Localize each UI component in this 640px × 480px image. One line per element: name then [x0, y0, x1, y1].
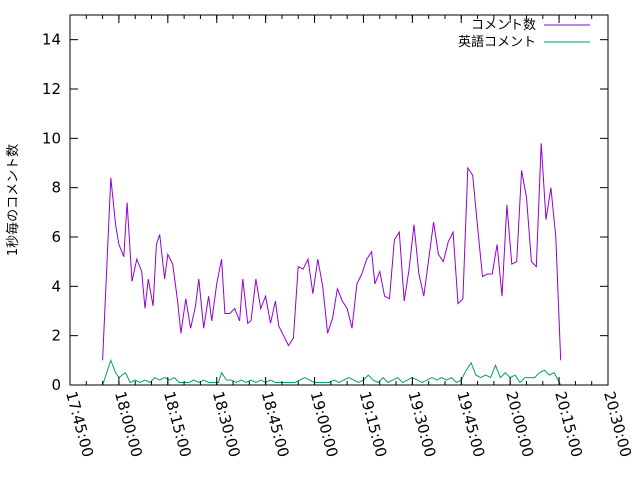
y-tick-label: 10: [42, 129, 61, 147]
y-tick-label: 2: [51, 327, 61, 345]
x-tick-label: 18:45:00: [258, 389, 293, 459]
series-layer: [102, 143, 562, 386]
x-tick-label: 18:15:00: [160, 389, 195, 459]
y-tick-label: 12: [42, 80, 61, 98]
x-tick-label: 18:30:00: [209, 389, 244, 459]
x-tick-label: 19:45:00: [453, 389, 488, 459]
legend-label-1: コメント数: [471, 18, 536, 33]
x-tick-label: 19:00:00: [307, 389, 342, 459]
x-tick-label: 20:00:00: [502, 389, 537, 459]
y-tick-label: 6: [51, 228, 61, 246]
x-tick-label: 19:15:00: [356, 389, 391, 459]
x-tick-label: 18:00:00: [111, 389, 146, 459]
y-tick-label: 8: [51, 179, 61, 197]
x-tick-label: 17:45:00: [62, 389, 97, 459]
y-tick-label: 0: [51, 376, 61, 394]
series-line-2: [102, 358, 562, 386]
ticks-layer: 0 2 4 6 8 10 12 14 17:45:00 18:00:00 18:15:00 18:30…: [42, 15, 635, 459]
y-tick-label: 14: [42, 31, 61, 49]
x-tick-label: 20:15:00: [551, 389, 586, 459]
y-tick-label: 4: [51, 277, 61, 295]
legend-label-2: 英語コメント: [458, 34, 536, 50]
x-tick-label: 19:30:00: [404, 389, 439, 459]
y-axis-title: 1秒毎のコメント数: [5, 144, 21, 256]
x-tick-label: 20:30:00: [600, 389, 635, 459]
plot-frame: [69, 14, 609, 386]
series-line-1: [102, 143, 562, 361]
